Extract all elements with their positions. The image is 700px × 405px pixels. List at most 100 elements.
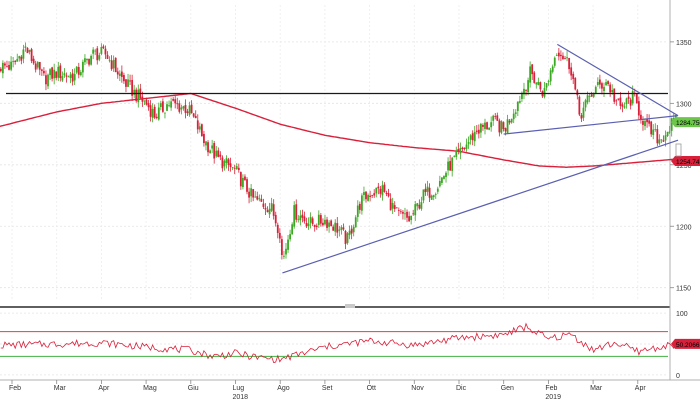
candle-body: [299, 215, 302, 221]
candle-body: [168, 105, 170, 107]
candle-body: [484, 122, 486, 129]
candle-body: [256, 196, 259, 200]
candle-body: [45, 75, 47, 85]
candle-body: [516, 101, 519, 112]
candle-body: [86, 58, 88, 61]
candle-body: [40, 69, 43, 71]
candle-body: [445, 172, 447, 178]
candle-body: [297, 218, 300, 220]
value-tags: 1284.7500 1254.74 50.2066: [671, 117, 700, 349]
candle-body: [285, 248, 287, 255]
rsi-tick-label: 100: [676, 311, 688, 318]
candle-body: [332, 226, 335, 231]
candle-body: [129, 80, 131, 82]
x-axis: Feb Mar Apr Mag Giu Lug Ago Set Ott Nov Dic Gen Feb M…: [9, 380, 646, 401]
candle-body: [393, 205, 396, 209]
candle-body: [537, 81, 540, 85]
candle-body: [486, 122, 488, 130]
candles-layer: [0, 42, 677, 260]
price-grid: [0, 5, 668, 300]
candle-body: [215, 150, 218, 157]
candle-body: [545, 83, 548, 88]
candle-body: [192, 113, 195, 117]
candle-body: [637, 101, 640, 116]
price-tick-label: 1300: [676, 101, 692, 108]
candle-body: [227, 159, 230, 166]
candle-body: [43, 70, 45, 74]
candle-body: [543, 88, 546, 97]
candle-body: [408, 216, 410, 222]
candle-body: [453, 156, 456, 158]
candle-body: [67, 76, 70, 78]
candle-body: [75, 66, 78, 73]
candle-body: [354, 217, 357, 228]
candle-body: [94, 50, 97, 52]
candle-body: [467, 141, 470, 145]
candle-body: [100, 47, 103, 54]
candle-body: [246, 179, 248, 192]
month-label: Gen: [501, 385, 514, 392]
candle-body: [239, 172, 242, 187]
candle-body: [135, 89, 138, 102]
svg-text:50.2066: 50.2066: [676, 342, 700, 349]
candle-body: [57, 66, 60, 78]
candle-body: [369, 195, 372, 197]
candle-body: [203, 133, 205, 144]
candle-body: [414, 204, 417, 216]
candle-body: [477, 129, 480, 134]
candle-body: [340, 227, 343, 230]
candle-body: [311, 218, 314, 225]
candle-body: [348, 230, 351, 235]
candle-body: [449, 161, 452, 171]
candle-body: [322, 222, 324, 226]
candle-body: [438, 181, 441, 187]
candle-body: [492, 115, 495, 121]
candle-body: [221, 157, 224, 169]
month-label: Lug: [233, 385, 245, 392]
candle-body: [660, 139, 663, 141]
candle-body: [662, 140, 665, 142]
candle-body: [615, 100, 618, 102]
candle-body: [607, 81, 609, 85]
candle-body: [371, 195, 374, 196]
candle-body: [166, 104, 168, 111]
trendline: [503, 115, 679, 135]
candle-body: [131, 79, 134, 96]
candle-body: [209, 150, 211, 153]
candle-body: [106, 54, 109, 59]
candle-body: [383, 184, 386, 192]
candle-body: [627, 96, 630, 99]
candle-body: [399, 211, 402, 213]
candle-body: [410, 215, 413, 221]
candle-body: [646, 118, 648, 123]
candle-body: [578, 96, 581, 115]
candle-body: [63, 73, 66, 76]
candle-body: [527, 80, 529, 93]
month-label: Ago: [277, 385, 290, 392]
candle-body: [205, 141, 207, 146]
candle-body: [350, 228, 353, 234]
candle-body: [580, 115, 583, 119]
candle-body: [301, 214, 304, 218]
panel-resize-handle[interactable]: [345, 304, 355, 308]
candle-body: [547, 80, 550, 82]
candle-body: [494, 116, 497, 117]
candle-body: [200, 124, 203, 137]
scroll-indicator[interactable]: [675, 143, 682, 157]
candle-body: [514, 112, 517, 114]
rsi-layer: [0, 322, 677, 364]
candle-body: [475, 130, 478, 132]
candle-body: [270, 203, 273, 211]
candle-body: [250, 188, 253, 197]
candle-body: [260, 198, 263, 202]
price-tick-label: 1200: [676, 224, 692, 231]
candle-body: [88, 58, 90, 65]
candle-body: [65, 75, 68, 77]
candle-body: [356, 205, 359, 217]
candle-body: [358, 203, 361, 210]
candle-body: [71, 73, 74, 82]
candle-body: [242, 177, 244, 188]
candle-body: [319, 215, 322, 224]
candle-body: [174, 99, 177, 104]
